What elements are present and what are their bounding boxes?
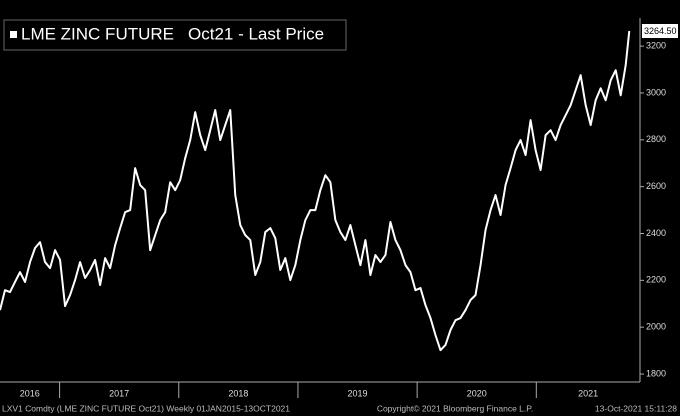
y-tick-label: 2000 [646, 322, 666, 332]
title-box [3, 19, 347, 51]
y-tick-label: 1800 [646, 368, 666, 378]
x-tick-label: 2017 [109, 388, 129, 398]
footer-left: LXV1 Comdty (LME ZINC FUTURE Oct21) Week… [2, 403, 290, 413]
y-tick-label: 2600 [646, 181, 666, 191]
price-line [0, 30, 631, 352]
y-tick-label: 2800 [646, 134, 666, 144]
footer-right: 13-Oct-2021 15:11:28 [595, 403, 677, 413]
title-marker [10, 31, 17, 38]
chart-title: LME ZINC FUTURE [21, 24, 174, 43]
footer-center: Copyright© 2021 Bloomberg Finance L.P. [377, 403, 533, 413]
last-price-label: 3264.50 [644, 26, 677, 36]
y-tick-label: 3000 [646, 87, 666, 97]
y-tick-label: 3200 [646, 40, 666, 50]
x-tick-label: 2020 [467, 388, 487, 398]
x-tick-label: 2016 [20, 388, 40, 398]
last-price-box [642, 24, 678, 38]
chart-subtitle: Oct21 - Last Price [188, 24, 324, 43]
x-tick-label: 2018 [228, 388, 248, 398]
y-tick-label: 2400 [646, 228, 666, 238]
x-tick-label: 2019 [348, 388, 368, 398]
x-tick-label: 2021 [578, 388, 598, 398]
y-tick-label: 2200 [646, 275, 666, 285]
